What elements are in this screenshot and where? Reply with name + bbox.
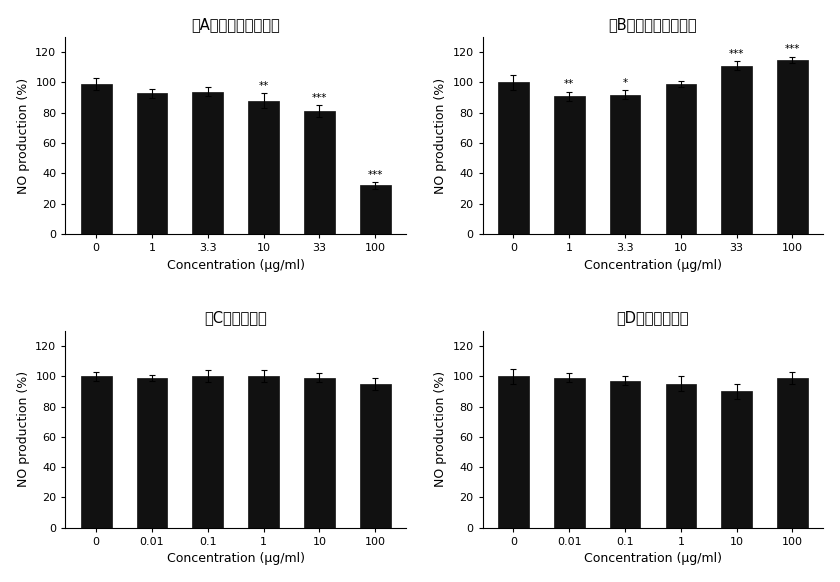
Bar — [554, 96, 585, 234]
Text: *: * — [622, 78, 627, 88]
Text: **: ** — [259, 81, 269, 91]
Bar — [498, 376, 529, 528]
Bar — [554, 378, 585, 528]
Text: ***: *** — [312, 93, 327, 103]
Bar — [249, 101, 279, 234]
Bar — [137, 378, 167, 528]
Text: **: ** — [564, 79, 575, 89]
X-axis label: Concentration (μg/ml): Concentration (μg/ml) — [167, 552, 305, 565]
Text: ***: *** — [785, 44, 801, 55]
Bar — [722, 391, 752, 528]
Y-axis label: NO production (%): NO production (%) — [434, 371, 447, 487]
Bar — [665, 84, 696, 234]
Title: （B）ノニ種子オイル: （B）ノニ種子オイル — [609, 17, 697, 31]
X-axis label: Concentration (μg/ml): Concentration (μg/ml) — [584, 552, 722, 565]
Text: ***: *** — [729, 49, 744, 59]
Bar — [360, 186, 391, 234]
Y-axis label: NO production (%): NO production (%) — [17, 77, 29, 194]
Bar — [777, 60, 808, 234]
Bar — [192, 91, 223, 234]
X-axis label: Concentration (μg/ml): Concentration (μg/ml) — [167, 258, 305, 272]
Y-axis label: NO production (%): NO production (%) — [434, 77, 447, 194]
Bar — [498, 83, 529, 234]
Title: （C）葉エキス: （C）葉エキス — [204, 310, 267, 325]
Bar — [81, 84, 112, 234]
Bar — [81, 376, 112, 528]
Bar — [665, 384, 696, 528]
X-axis label: Concentration (μg/ml): Concentration (μg/ml) — [584, 258, 722, 272]
Y-axis label: NO production (%): NO production (%) — [17, 371, 29, 487]
Title: （A）ノニ種子エキス: （A）ノニ種子エキス — [192, 17, 280, 31]
Bar — [610, 381, 640, 528]
Bar — [249, 376, 279, 528]
Bar — [304, 378, 335, 528]
Bar — [304, 111, 335, 234]
Bar — [192, 376, 223, 528]
Bar — [610, 95, 640, 234]
Bar — [360, 384, 391, 528]
Text: ***: *** — [368, 170, 383, 180]
Bar — [777, 378, 808, 528]
Bar — [722, 66, 752, 234]
Title: （D）果実エキス: （D）果実エキス — [617, 310, 689, 325]
Bar — [137, 93, 167, 234]
